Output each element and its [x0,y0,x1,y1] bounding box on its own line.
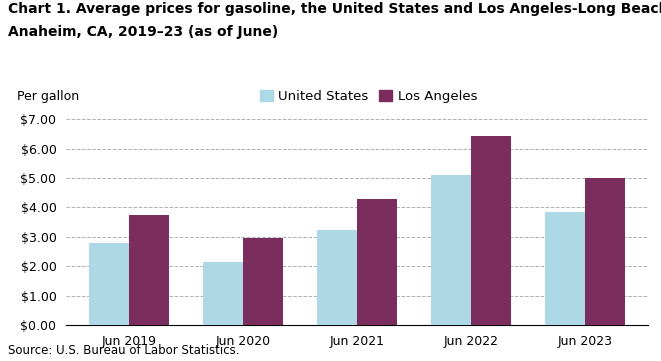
Bar [471,136,511,325]
Bar [431,175,471,325]
Bar [129,215,169,325]
Bar [545,212,585,325]
Bar [203,262,243,325]
Bar [357,199,397,325]
Text: Source: U.S. Bureau of Labor Statistics.: Source: U.S. Bureau of Labor Statistics. [8,344,239,357]
Bar [89,243,129,325]
Legend: United States, Los Angeles: United States, Los Angeles [254,84,483,108]
Text: Chart 1. Average prices for gasoline, the United States and Los Angeles-Long Bea: Chart 1. Average prices for gasoline, th… [8,2,661,16]
Text: Per gallon: Per gallon [17,90,79,103]
Bar [317,230,357,325]
Bar [243,238,283,325]
Text: Anaheim, CA, 2019–23 (as of June): Anaheim, CA, 2019–23 (as of June) [8,25,278,39]
Bar [585,178,625,325]
